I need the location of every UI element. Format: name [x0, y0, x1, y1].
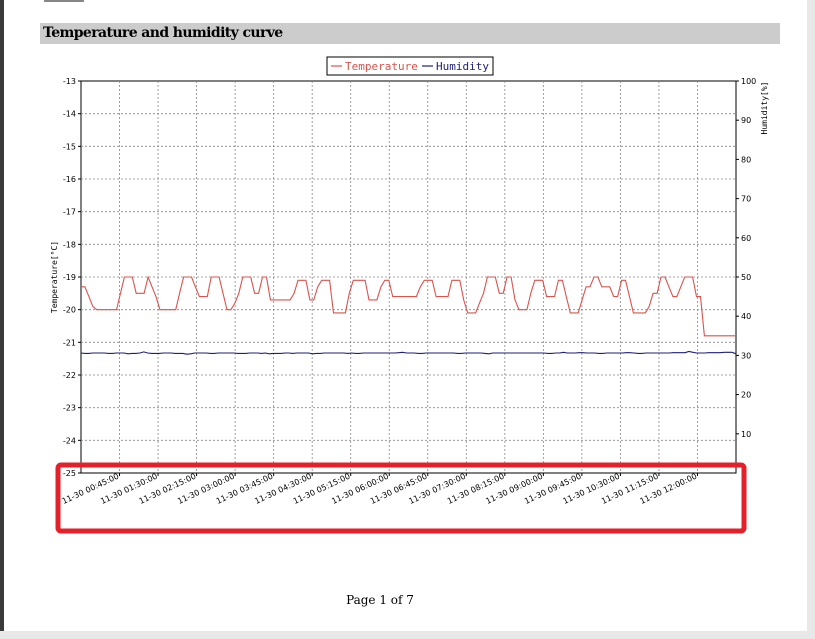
y-left-tick-label: -20 — [63, 306, 76, 315]
chart-legend: Temperature Humidity — [326, 56, 494, 76]
section-header-bar — [40, 23, 780, 44]
y-right-tick-label: 80 — [741, 155, 751, 164]
y-right-tick-label: 100 — [741, 77, 756, 86]
y-right-tick-label: 60 — [741, 234, 751, 243]
viewer-bottom-edge — [0, 631, 815, 639]
legend-temperature-label: Temperature — [345, 60, 418, 73]
y-right-tick-label: 30 — [741, 351, 751, 360]
y-left-tick-label: -22 — [63, 371, 76, 380]
y-left-tick-label: -16 — [63, 175, 76, 184]
y-right-tick-label: 70 — [741, 195, 751, 204]
legend-box — [326, 56, 494, 76]
y-left-tick-label: -15 — [63, 142, 76, 151]
y-left-tick-label: -18 — [63, 240, 76, 249]
y-left-tick-label: -19 — [63, 273, 76, 282]
humidity-series-line — [80, 350, 737, 355]
previous-page-text-fragment — [44, 0, 84, 2]
y-right-tick-label: 50 — [741, 273, 751, 282]
y-left-tick-label: -13 — [63, 77, 76, 86]
y-left-tick-label: -24 — [63, 436, 76, 445]
y-right-tick-label: 40 — [741, 312, 751, 321]
y-left-tick-label: -23 — [63, 404, 76, 413]
y-right-tick-label: 10 — [741, 430, 751, 439]
y-left-tick-label: -21 — [63, 338, 76, 347]
y-right-tick-label: 20 — [741, 391, 751, 400]
y-axis-left-label: Temperature[°C] — [50, 241, 59, 313]
y-left-tick-label: -25 — [63, 469, 76, 478]
y-left-tick-label: -17 — [63, 208, 76, 217]
series-layer — [80, 275, 737, 355]
temperature-series-line — [81, 275, 736, 337]
section-title: Temperature and humidity curve — [43, 25, 283, 41]
y-axis-right-label: Humidity[%] — [760, 82, 769, 135]
y-right-tick-label: 90 — [741, 116, 751, 125]
y-left-tick-label: -14 — [63, 110, 76, 119]
grid-layer — [80, 80, 737, 474]
viewer-scroll-edge — [807, 0, 815, 639]
axes-layer: -13 -14 -15 -16 -17 -18 -19 -20 -21 -22 -23 -24 -25 1… — [61, 77, 757, 506]
legend-humidity-label: Humidity — [436, 60, 489, 73]
highlight-annotation-box — [55, 462, 747, 534]
page-number-footer: Page 1 of 7 — [346, 593, 414, 607]
